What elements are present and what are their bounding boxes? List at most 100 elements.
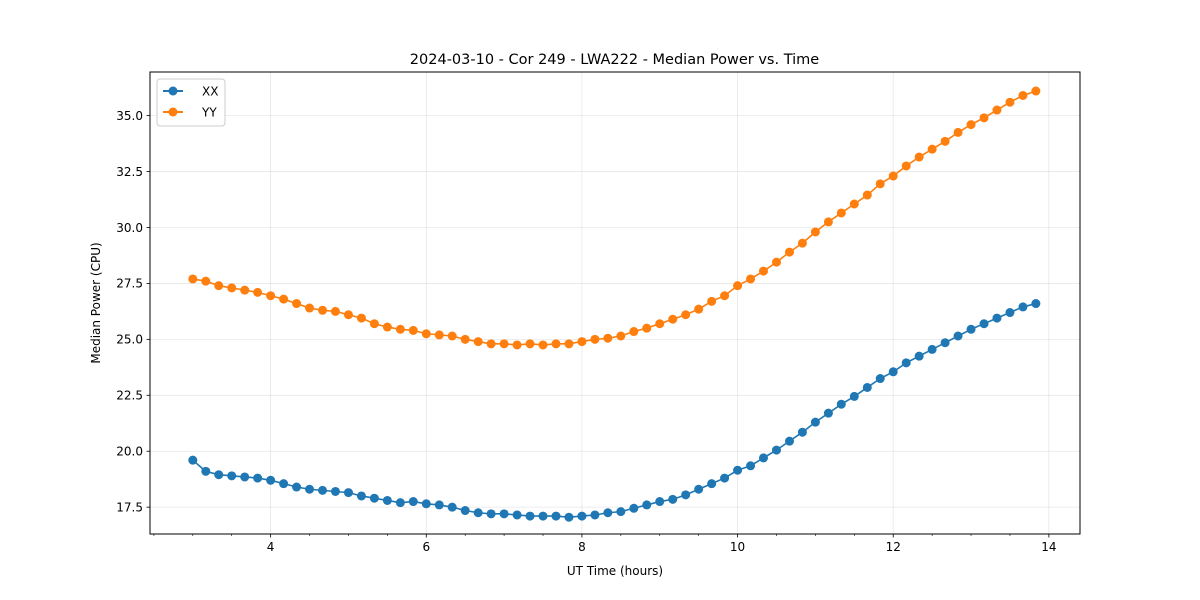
legend-label-xx: XX <box>202 85 218 99</box>
data-point-xx <box>227 471 237 481</box>
data-point-yy <box>551 339 561 349</box>
data-point-yy <box>629 327 639 337</box>
data-point-yy <box>616 331 626 341</box>
data-point-yy <box>655 319 665 329</box>
data-point-yy <box>227 283 237 293</box>
data-point-xx <box>240 472 250 482</box>
data-point-xx <box>473 508 483 518</box>
data-point-yy <box>720 291 730 301</box>
legend-marker-xx <box>168 86 178 96</box>
data-point-yy <box>784 247 794 257</box>
y-tick-label: 20.0 <box>116 445 143 459</box>
data-point-yy <box>473 337 483 347</box>
data-point-xx <box>810 417 820 427</box>
data-point-yy <box>836 208 846 218</box>
data-point-xx <box>434 500 444 510</box>
data-point-xx <box>784 436 794 446</box>
data-point-xx <box>901 358 911 368</box>
plot-frame <box>149 71 1081 535</box>
data-point-xx <box>382 495 392 505</box>
data-point-yy <box>992 105 1002 115</box>
data-point-yy <box>823 217 833 227</box>
data-point-yy <box>447 331 457 341</box>
data-point-yy <box>875 179 885 189</box>
data-point-yy <box>758 266 768 276</box>
data-point-yy <box>525 339 535 349</box>
data-point-yy <box>797 238 807 248</box>
data-point-xx <box>551 511 561 521</box>
data-point-yy <box>382 322 392 332</box>
data-point-xx <box>992 313 1002 323</box>
data-point-xx <box>330 486 340 496</box>
data-point-xx <box>1005 308 1015 318</box>
data-point-xx <box>590 510 600 520</box>
y-tick-label: 30.0 <box>116 221 143 235</box>
data-point-yy <box>577 337 587 347</box>
data-point-xx <box>525 511 535 521</box>
data-point-yy <box>966 120 976 130</box>
data-point-xx <box>188 455 198 465</box>
data-point-xx <box>305 484 315 494</box>
data-point-xx <box>318 485 328 495</box>
data-point-xx <box>1018 302 1028 312</box>
x-tick-label: 6 <box>422 540 430 554</box>
data-point-xx <box>408 497 418 507</box>
data-point-xx <box>953 331 963 341</box>
data-point-xx <box>603 508 613 518</box>
x-tick-label: 12 <box>886 540 901 554</box>
data-point-yy <box>953 127 963 137</box>
x-tick-label: 14 <box>1041 540 1056 554</box>
y-tick-label: 25.0 <box>116 333 143 347</box>
data-point-yy <box>564 339 574 349</box>
data-point-yy <box>460 334 470 344</box>
x-tick-label: 10 <box>730 540 745 554</box>
data-point-yy <box>408 325 418 335</box>
data-point-xx <box>577 511 587 521</box>
data-point-xx <box>616 507 626 517</box>
data-point-xx <box>862 382 872 392</box>
legend: XX YY <box>156 78 226 127</box>
y-tick-label: 27.5 <box>116 277 143 291</box>
data-point-xx <box>875 374 885 384</box>
data-point-yy <box>862 190 872 200</box>
y-axis-label: Median Power (CPU) <box>89 242 103 363</box>
data-point-xx <box>655 497 665 507</box>
data-point-yy <box>395 324 405 334</box>
data-point-xx <box>343 488 353 498</box>
data-point-xx <box>214 470 224 480</box>
data-point-xx <box>836 399 846 409</box>
y-tick-label: 22.5 <box>116 389 143 403</box>
data-point-xx <box>940 338 950 348</box>
data-point-yy <box>1018 90 1028 100</box>
data-point-yy <box>279 294 289 304</box>
y-tick-label: 32.5 <box>116 165 143 179</box>
data-point-yy <box>888 171 898 181</box>
data-point-xx <box>292 482 302 492</box>
data-point-xx <box>253 473 263 483</box>
data-point-yy <box>694 304 704 314</box>
y-tick-label: 17.5 <box>116 500 143 514</box>
data-point-yy <box>1031 86 1041 96</box>
data-point-yy <box>901 161 911 171</box>
data-point-xx <box>1031 299 1041 309</box>
data-point-xx <box>797 427 807 437</box>
data-point-xx <box>707 479 717 489</box>
data-point-xx <box>629 503 639 513</box>
data-point-xx <box>447 502 457 512</box>
data-point-xx <box>849 391 859 401</box>
data-point-xx <box>201 466 211 476</box>
data-point-xx <box>460 506 470 516</box>
data-point-xx <box>266 475 276 485</box>
data-point-yy <box>590 334 600 344</box>
data-point-xx <box>486 509 496 519</box>
data-point-xx <box>694 484 704 494</box>
data-point-xx <box>771 445 781 455</box>
data-point-yy <box>707 296 717 306</box>
data-point-yy <box>214 281 224 291</box>
data-point-yy <box>356 313 366 323</box>
y-tick-label: 35.0 <box>116 109 143 123</box>
data-point-yy <box>849 199 859 209</box>
data-point-xx <box>720 473 730 483</box>
data-point-xx <box>927 344 937 354</box>
